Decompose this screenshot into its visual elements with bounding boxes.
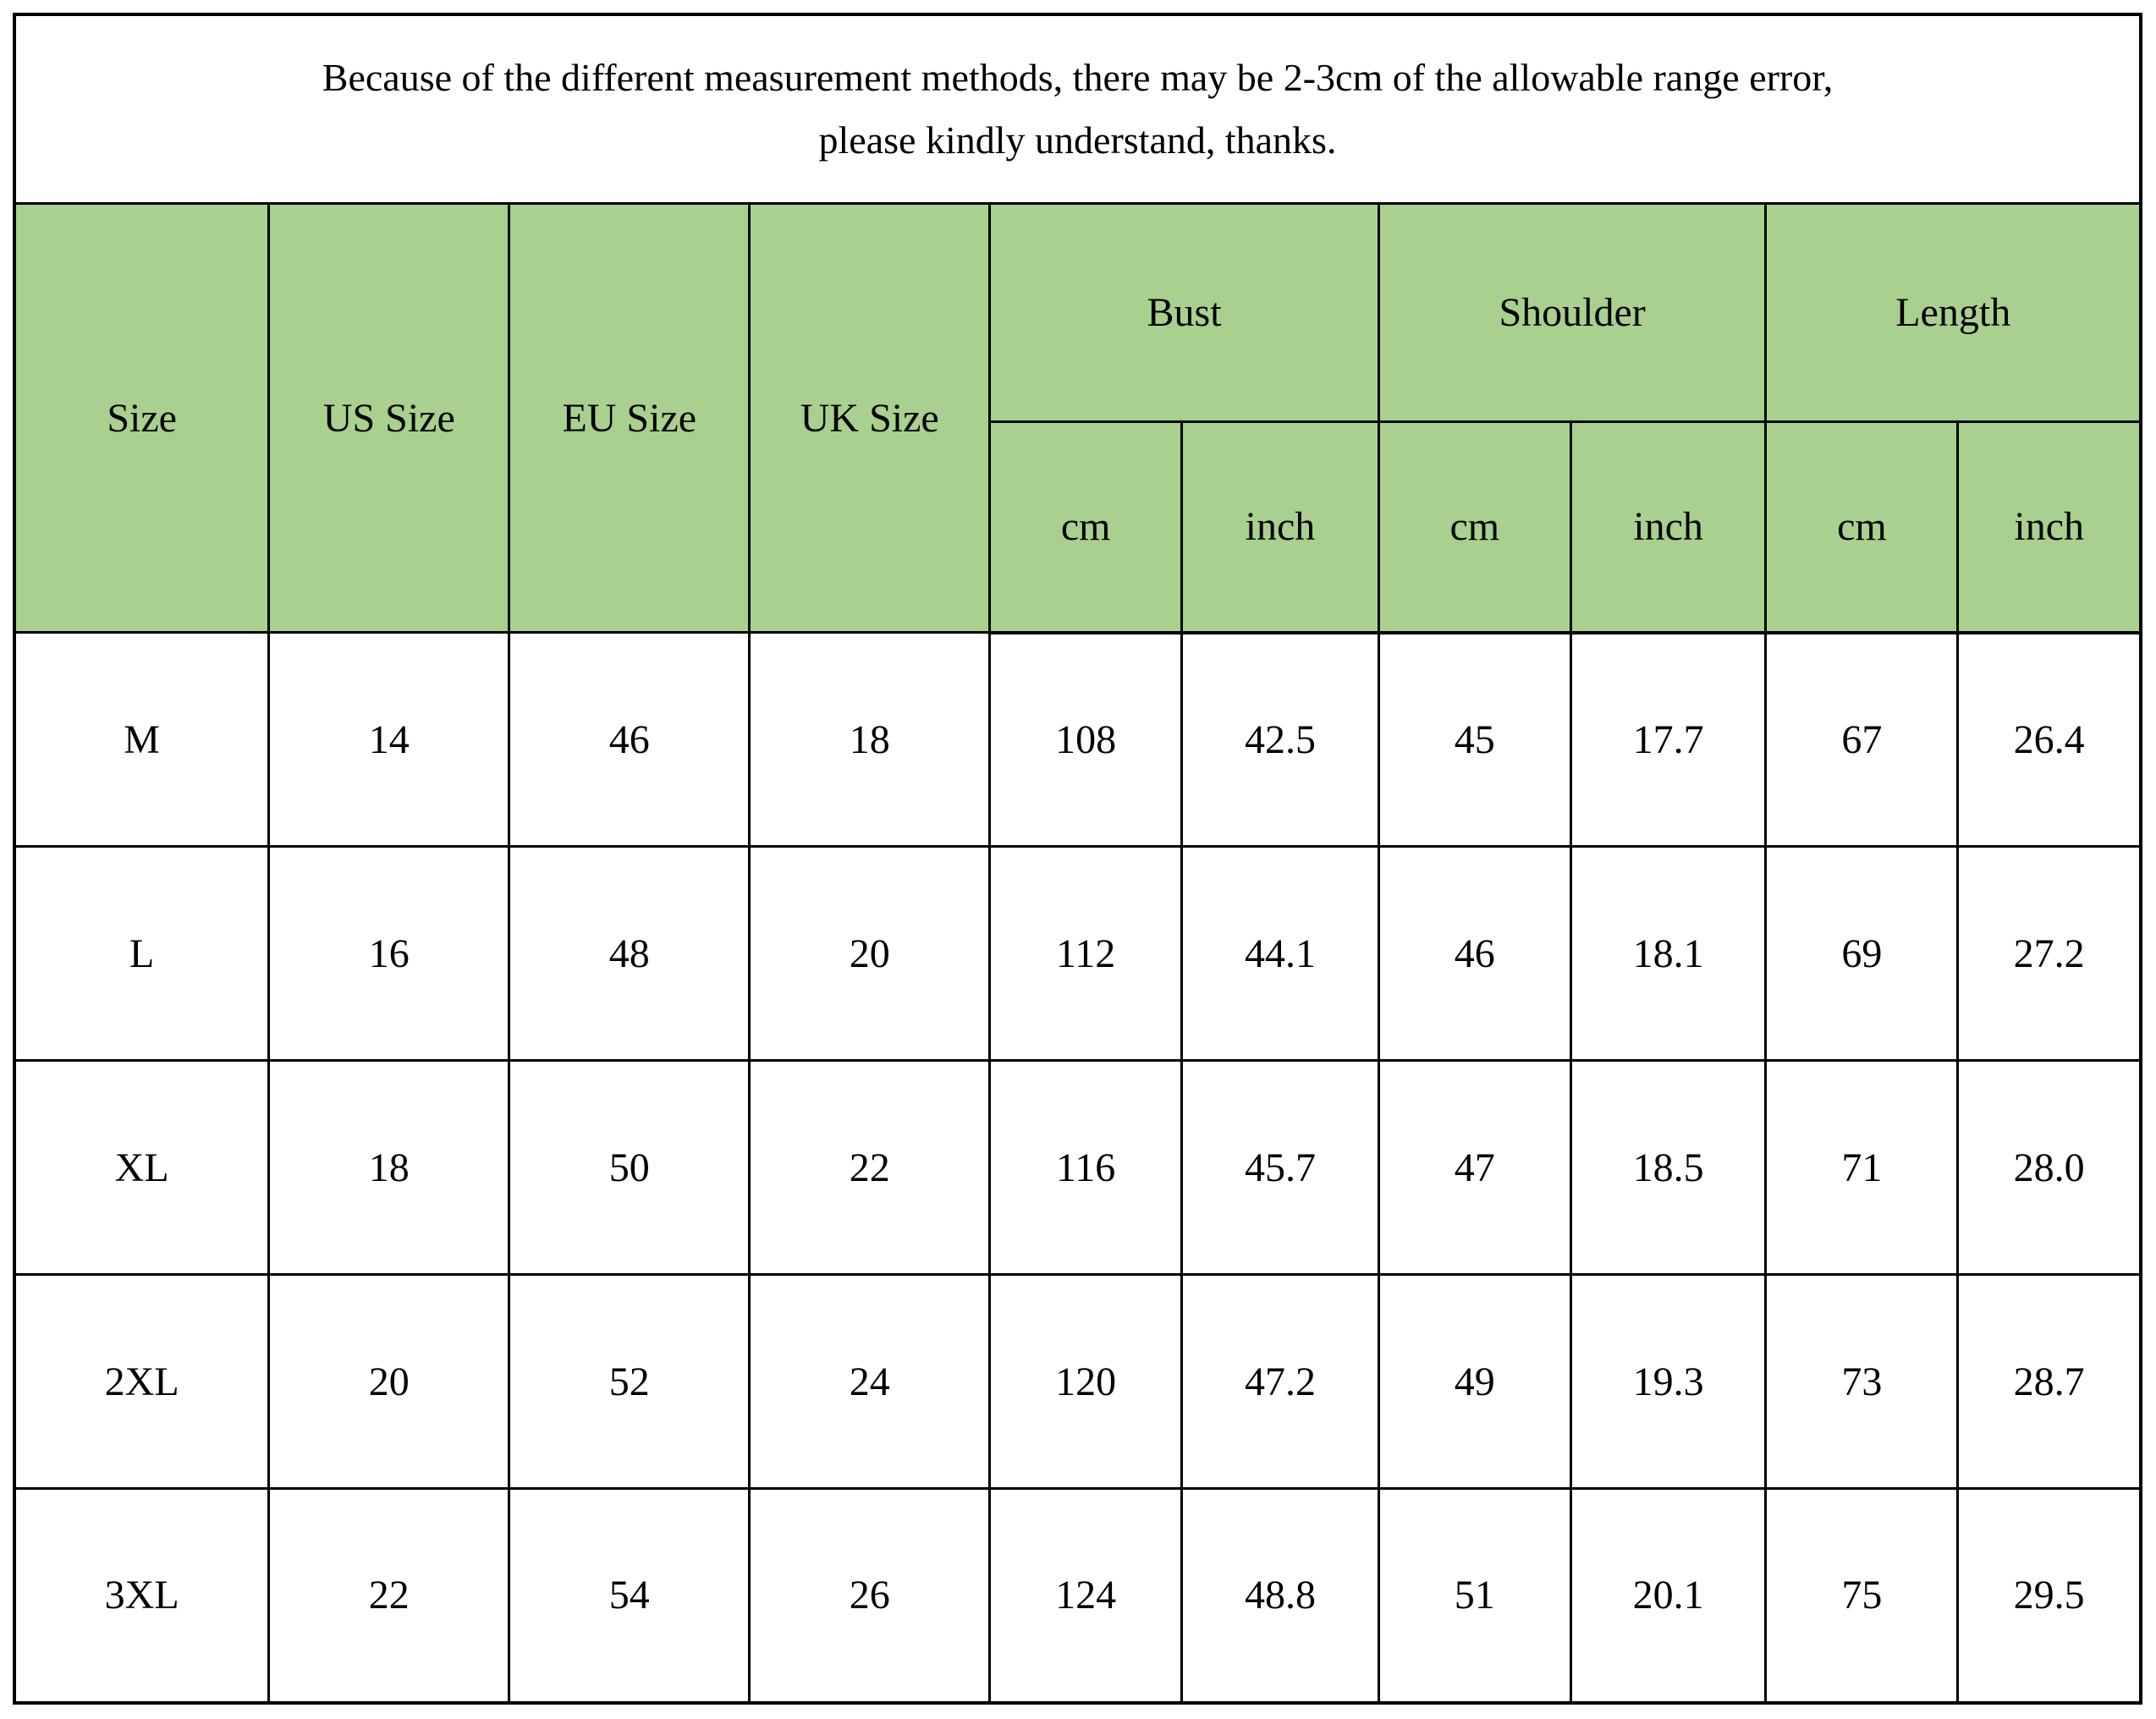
cell-bust-cm: 116 [988,1059,1184,1277]
header-uk-size: UK Size [748,202,992,634]
cell-shoulder-cm: 47 [1377,1059,1572,1277]
cell-size: L [13,845,271,1063]
cell-bust-cm: 120 [988,1273,1184,1491]
header-bust-inch: inch [1180,420,1380,634]
cell-shoulder-cm: 46 [1377,845,1572,1063]
cell-bust-cm: 112 [988,845,1184,1063]
cell-uk-size: 26 [748,1487,992,1705]
header-bust-cm: cm [988,420,1184,634]
cell-bust-inch: 44.1 [1180,845,1380,1063]
header-bust: Bust [988,202,1380,424]
cell-bust-inch: 48.8 [1180,1487,1380,1705]
cell-length-cm: 75 [1764,1487,1960,1705]
cell-size: XL [13,1059,271,1277]
cell-us-size: 16 [267,845,511,1063]
cell-us-size: 20 [267,1273,511,1491]
cell-eu-size: 54 [508,1487,751,1705]
cell-bust-cm: 108 [988,631,1184,849]
cell-bust-inch: 42.5 [1180,631,1380,849]
header-row-units: cm inch cm inch cm inch [14,420,2142,634]
cell-shoulder-inch: 19.3 [1569,1273,1768,1491]
header-eu-size: EU Size [508,202,751,634]
measurement-note: Because of the different measurement met… [13,13,2142,206]
cell-bust-inch: 47.2 [1180,1273,1380,1491]
cell-length-cm: 71 [1764,1059,1960,1277]
cell-size: M [13,631,271,849]
cell-us-size: 22 [267,1487,511,1705]
table-row-2xl: 2XL 20 52 24 120 47.2 49 19.3 73 28.7 [13,1273,2142,1491]
cell-eu-size: 48 [508,845,751,1063]
header-shoulder-cm: cm [1377,420,1572,634]
cell-shoulder-inch: 18.5 [1569,1059,1768,1277]
cell-eu-size: 50 [508,1059,751,1277]
cell-us-size: 14 [267,631,511,849]
cell-uk-size: 18 [748,631,992,849]
cell-length-inch: 28.7 [1956,1273,2142,1491]
cell-eu-size: 52 [508,1273,751,1491]
cell-length-inch: 29.5 [1956,1487,2142,1705]
header-length-inch: inch [1956,420,2142,634]
cell-us-size: 18 [267,1059,511,1277]
cell-uk-size: 24 [748,1273,992,1491]
cell-length-cm: 69 [1764,845,1960,1063]
cell-shoulder-inch: 20.1 [1569,1487,1768,1705]
header-us-size: US Size [267,202,511,634]
cell-uk-size: 20 [748,845,992,1063]
header-shoulder-inch: inch [1569,420,1768,634]
measurement-note-row: Because of the different measurement met… [13,13,2142,206]
cell-length-inch: 28.0 [1956,1059,2142,1277]
cell-eu-size: 46 [508,631,751,849]
cell-bust-inch: 45.7 [1180,1059,1380,1277]
header-size: Size [13,202,271,634]
header-row-groups: Size US Size EU Size UK Size Bust Should… [13,202,2142,634]
table-row-3xl: 3XL 22 54 26 124 48.8 51 20.1 75 29.5 [13,1487,2142,1705]
cell-size: 2XL [13,1273,271,1491]
size-chart-table: Because of the different measurement met… [13,13,2142,1705]
header-length: Length [1764,202,2142,424]
size-chart-sheet: Because of the different measurement met… [13,13,2142,1705]
cell-size: 3XL [13,1487,271,1705]
cell-shoulder-cm: 45 [1377,631,1572,849]
cell-uk-size: 22 [748,1059,992,1277]
cell-length-inch: 27.2 [1956,845,2142,1063]
header-shoulder: Shoulder [1377,202,1768,424]
table-row-xl: XL 18 50 22 116 45.7 47 18.5 71 28.0 [13,1059,2142,1277]
table-row-m: M 14 46 18 108 42.5 45 17.7 67 26.4 [13,631,2142,849]
cell-length-cm: 67 [1764,631,1960,849]
cell-shoulder-cm: 49 [1377,1273,1572,1491]
cell-shoulder-inch: 17.7 [1569,631,1768,849]
cell-length-cm: 73 [1764,1273,1960,1491]
measurement-note-line2: please kindly understand, thanks. [818,118,1337,162]
table-row-l: L 16 48 20 112 44.1 46 18.1 69 27.2 [13,845,2142,1063]
cell-length-inch: 26.4 [1956,631,2142,849]
measurement-note-line1: Because of the different measurement met… [322,55,1834,99]
cell-shoulder-inch: 18.1 [1569,845,1768,1063]
header-length-cm: cm [1764,420,1960,634]
cell-shoulder-cm: 51 [1377,1487,1572,1705]
cell-bust-cm: 124 [988,1487,1184,1705]
